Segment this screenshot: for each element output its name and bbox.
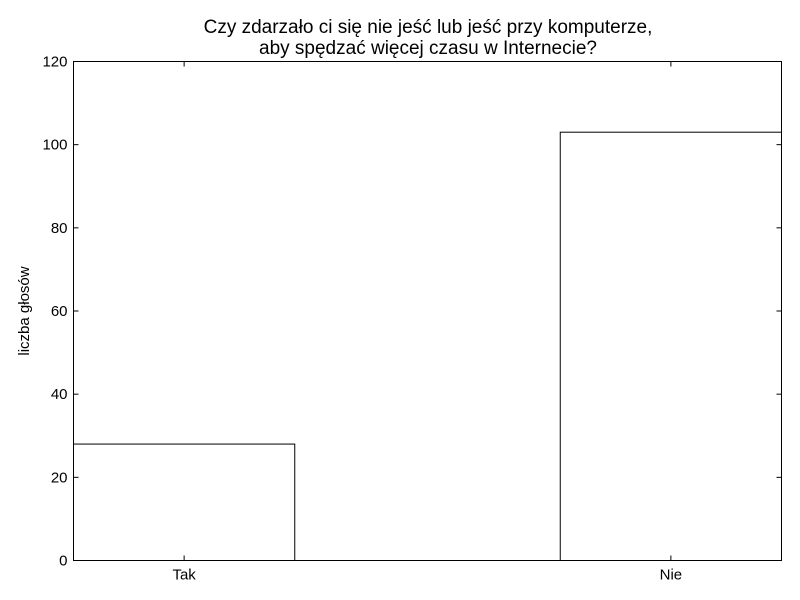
y-axis-ticks: 0 20 40 60 80 100 120 <box>42 54 782 570</box>
y-tick-label-100: 100 <box>42 137 67 154</box>
bar-nie <box>559 131 782 561</box>
plot-frame <box>73 61 782 561</box>
x-tick-label-tak: Tak <box>172 567 196 584</box>
chart-title-line-1: Czy zdarzało ci się nie jeść lub jeść pr… <box>204 17 653 38</box>
x-tick-label-nie: Nie <box>660 567 683 584</box>
y-tick-label-0: 0 <box>59 553 67 570</box>
y-tick-label-60: 60 <box>51 303 68 320</box>
y-tick-label-80: 80 <box>51 220 68 237</box>
x-axis-ticks: Tak Nie <box>172 61 683 584</box>
bar-tak <box>73 443 296 562</box>
y-tick-label-40: 40 <box>51 386 68 403</box>
bars-group <box>73 131 782 562</box>
y-axis-label: liczba głosów <box>16 266 33 355</box>
chart-title-line-2: aby spędzać więcej czasu w Internecie? <box>259 38 597 59</box>
y-tick-label-120: 120 <box>42 54 67 71</box>
chart-title: Czy zdarzało ci się nie jeść lub jeść pr… <box>204 17 653 59</box>
y-tick-label-20: 20 <box>51 469 68 486</box>
